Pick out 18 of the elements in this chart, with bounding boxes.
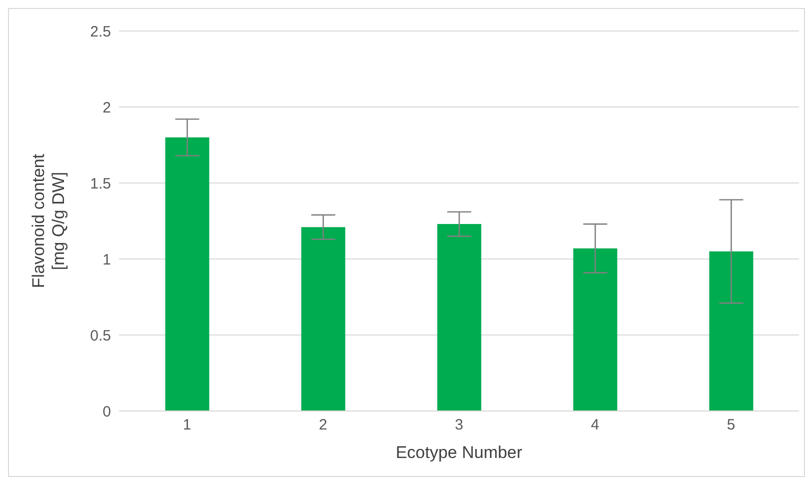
y-axis-title: Flavonoid content [mg Q/g DW] (29, 154, 68, 288)
y-tick-label: 2.5 (90, 23, 111, 40)
bar (301, 227, 346, 411)
bar (437, 224, 482, 411)
y-tick-label: 0.5 (90, 327, 111, 344)
x-tick-label: 1 (182, 416, 192, 434)
y-tick-label: 1.5 (90, 175, 111, 192)
bar (165, 137, 210, 411)
x-tick-label: 4 (590, 416, 600, 434)
y-tick-label: 0 (102, 403, 111, 420)
bar (573, 248, 618, 411)
x-tick-label: 3 (454, 416, 464, 434)
bar (709, 251, 754, 411)
x-tick-label: 2 (318, 416, 328, 434)
y-tick-label: 2 (102, 99, 111, 116)
x-tick-label: 5 (726, 416, 736, 434)
y-tick-label: 1 (102, 251, 111, 268)
x-axis-title: Ecotype Number (396, 443, 523, 462)
